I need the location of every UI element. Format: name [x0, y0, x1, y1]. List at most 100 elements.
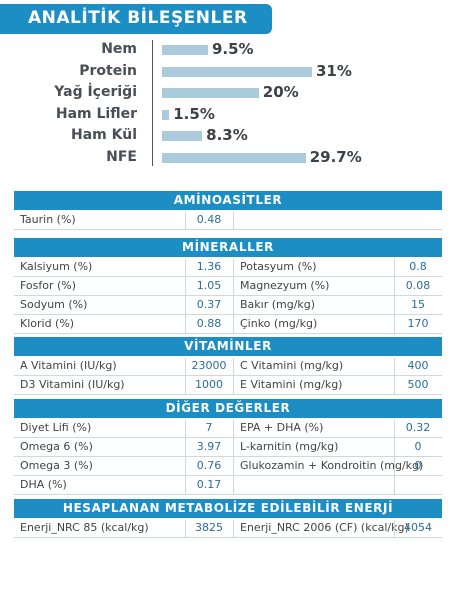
column-divider — [394, 259, 395, 333]
row-value: 15 — [411, 298, 425, 311]
chart-row: Ham Kül 8.3% — [0, 126, 455, 146]
row-value: 0.17 — [196, 478, 222, 491]
page-title: ANALİTİK BİLEŞENLER — [28, 8, 248, 28]
row-value: 0.88 — [196, 317, 222, 330]
row-value: 0.48 — [196, 213, 222, 226]
chart-row: Yağ İçeriği 20% — [0, 83, 455, 103]
row-value: 0 — [414, 459, 422, 472]
chart-row: Protein 31% — [0, 62, 455, 82]
row-divider — [14, 276, 442, 277]
bar-value-label: 20% — [262, 83, 299, 101]
row-value: 1000 — [195, 378, 223, 391]
row-label: Enerji_NRC 2006 (CF) (kcal/kg) — [240, 521, 409, 534]
row-label: Omega 6 (%) — [20, 440, 93, 453]
row-label: A Vitamini (IU/kg) — [20, 359, 117, 372]
chart-row: Nem 9.5% — [0, 40, 455, 60]
row-value: 0.32 — [405, 421, 431, 434]
row-value: 1.36 — [196, 260, 222, 273]
row-divider — [14, 537, 442, 538]
bar-value-label: 8.3% — [206, 126, 248, 144]
row-label: Bakır (mg/kg) — [240, 298, 316, 311]
row-label: Enerji_NRC 85 (kcal/kg) — [20, 521, 149, 534]
row-label: DHA (%) — [20, 478, 67, 491]
chart-row: Ham Lifler 1.5% — [0, 105, 455, 125]
bar-value-label: 9.5% — [211, 40, 254, 58]
bar — [162, 131, 203, 141]
category-label: Nem — [101, 41, 137, 57]
row-value: 3825 — [195, 521, 223, 534]
row-label: Taurin (%) — [20, 213, 76, 226]
row-label: Kalsiyum (%) — [20, 260, 93, 273]
row-label: E Vitamini (mg/kg) — [240, 378, 343, 391]
column-divider — [185, 420, 186, 494]
column-divider — [233, 259, 234, 333]
bar-value-label: 1.5% — [173, 104, 215, 123]
row-value: 1.05 — [196, 279, 222, 292]
category-label: Protein — [79, 62, 137, 79]
bar — [162, 109, 170, 120]
category-label: Yağ İçeriği — [54, 84, 137, 100]
column-divider — [185, 520, 186, 537]
column-divider — [185, 358, 186, 394]
bar-value-label: 29.7% — [309, 147, 362, 166]
bar — [162, 66, 312, 77]
row-divider — [14, 475, 442, 476]
category-label: NFE — [106, 148, 137, 165]
row-label: EPA + DHA (%) — [240, 421, 324, 434]
bar — [162, 152, 306, 163]
section-header-mineraller: MİNERALLER — [14, 238, 442, 257]
column-divider — [394, 520, 395, 537]
bar — [162, 88, 259, 98]
bar-value-label: 31% — [316, 61, 352, 80]
row-value: 0.37 — [196, 298, 222, 311]
row-divider — [14, 437, 442, 438]
title-band — [0, 4, 272, 34]
row-value: 0.76 — [196, 459, 222, 472]
row-label: Glukozamin + Kondroitin (mg/kg) — [240, 459, 424, 472]
column-divider — [394, 358, 395, 394]
column-divider — [233, 520, 234, 537]
row-divider — [14, 333, 442, 334]
row-label: L-karnitin (mg/kg) — [240, 440, 339, 453]
section-header-aminoasitler: AMİNOASİTLER — [14, 191, 442, 210]
section-header-vitaminler: VİTAMİNLER — [14, 337, 442, 356]
row-label: Omega 3 (%) — [20, 459, 93, 472]
row-divider — [14, 229, 442, 230]
row-label: Sodyum (%) — [20, 298, 88, 311]
column-divider — [233, 420, 234, 494]
column-divider — [233, 358, 234, 394]
row-label: D3 Vitamini (IU/kg) — [20, 378, 125, 391]
row-value: 0.8 — [409, 260, 427, 273]
row-divider — [14, 314, 442, 315]
row-label: C Vitamini (mg/kg) — [240, 359, 344, 372]
row-value: 7 — [205, 421, 213, 434]
chart-row: NFE 29.7% — [0, 148, 455, 168]
category-label: Ham Lifler — [55, 105, 137, 122]
section-header-diger: DİĞER DEĞERLER — [14, 399, 442, 418]
row-label: Fosfor (%) — [20, 279, 77, 292]
row-value: 0.08 — [405, 279, 431, 292]
category-label: Ham Kül — [71, 127, 137, 143]
section-header-enerji: HESAPLANAN METABOLİZE EDİLEBİLİR ENERJİ — [14, 499, 442, 518]
row-divider — [14, 375, 442, 376]
row-value: 400 — [407, 359, 429, 372]
row-divider — [14, 456, 442, 457]
column-divider — [185, 259, 186, 333]
column-divider — [233, 212, 234, 229]
row-value: 4054 — [404, 521, 432, 534]
row-value: 23000 — [191, 359, 227, 372]
chart-axis — [152, 40, 153, 166]
row-label: Potasyum (%) — [240, 260, 317, 273]
row-divider — [14, 394, 442, 395]
row-value: 0 — [414, 440, 422, 453]
row-label: Magnezyum (%) — [240, 279, 330, 292]
row-value: 3.97 — [196, 440, 222, 453]
row-divider — [14, 295, 442, 296]
row-label: Diyet Lifi (%) — [20, 421, 92, 434]
row-value: 500 — [407, 378, 429, 391]
row-label: Çinko (mg/kg) — [240, 317, 318, 330]
column-divider — [185, 212, 186, 229]
row-value: 170 — [407, 317, 429, 330]
row-divider — [14, 494, 442, 495]
column-divider — [394, 420, 395, 494]
